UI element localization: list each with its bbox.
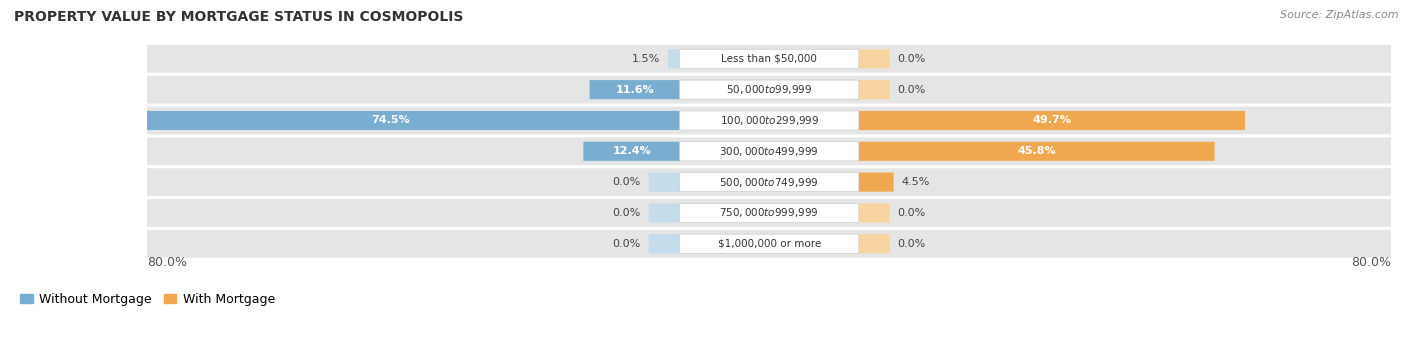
Text: 80.0%: 80.0% [148, 256, 187, 269]
Text: 0.0%: 0.0% [613, 177, 641, 187]
FancyBboxPatch shape [679, 234, 859, 253]
FancyBboxPatch shape [859, 142, 1215, 161]
FancyBboxPatch shape [859, 203, 890, 222]
FancyBboxPatch shape [679, 142, 859, 161]
Text: $1,000,000 or more: $1,000,000 or more [717, 239, 821, 249]
Text: 0.0%: 0.0% [897, 239, 925, 249]
FancyBboxPatch shape [648, 234, 681, 253]
FancyBboxPatch shape [101, 111, 681, 130]
Text: $500,000 to $749,999: $500,000 to $749,999 [720, 175, 818, 189]
Text: PROPERTY VALUE BY MORTGAGE STATUS IN COSMOPOLIS: PROPERTY VALUE BY MORTGAGE STATUS IN COS… [14, 10, 464, 24]
FancyBboxPatch shape [859, 80, 890, 99]
FancyBboxPatch shape [148, 168, 1392, 196]
FancyBboxPatch shape [589, 80, 681, 99]
Text: 4.5%: 4.5% [901, 177, 929, 187]
Text: 11.6%: 11.6% [616, 85, 654, 95]
Text: 0.0%: 0.0% [897, 54, 925, 64]
Text: 0.0%: 0.0% [613, 208, 641, 218]
FancyBboxPatch shape [148, 199, 1392, 227]
FancyBboxPatch shape [648, 203, 681, 222]
Text: 1.5%: 1.5% [633, 54, 661, 64]
Text: 12.4%: 12.4% [612, 146, 651, 156]
FancyBboxPatch shape [148, 230, 1392, 258]
FancyBboxPatch shape [679, 80, 859, 99]
FancyBboxPatch shape [148, 137, 1392, 165]
Text: Less than $50,000: Less than $50,000 [721, 54, 817, 64]
FancyBboxPatch shape [859, 173, 894, 192]
FancyBboxPatch shape [679, 203, 859, 222]
Text: $50,000 to $99,999: $50,000 to $99,999 [725, 83, 813, 96]
FancyBboxPatch shape [148, 45, 1392, 73]
Text: $100,000 to $299,999: $100,000 to $299,999 [720, 114, 818, 127]
Legend: Without Mortgage, With Mortgage: Without Mortgage, With Mortgage [15, 288, 280, 311]
Text: 0.0%: 0.0% [613, 239, 641, 249]
FancyBboxPatch shape [668, 49, 681, 68]
FancyBboxPatch shape [583, 142, 681, 161]
Text: 0.0%: 0.0% [897, 208, 925, 218]
Text: 45.8%: 45.8% [1018, 146, 1056, 156]
Text: 49.7%: 49.7% [1032, 116, 1071, 125]
Text: Source: ZipAtlas.com: Source: ZipAtlas.com [1281, 10, 1399, 20]
Text: 74.5%: 74.5% [371, 116, 409, 125]
Text: $300,000 to $499,999: $300,000 to $499,999 [720, 145, 818, 158]
FancyBboxPatch shape [859, 49, 890, 68]
FancyBboxPatch shape [679, 173, 859, 192]
Text: 80.0%: 80.0% [1351, 256, 1391, 269]
FancyBboxPatch shape [859, 234, 890, 253]
FancyBboxPatch shape [648, 173, 681, 192]
FancyBboxPatch shape [148, 107, 1392, 134]
Text: 0.0%: 0.0% [897, 85, 925, 95]
FancyBboxPatch shape [148, 76, 1392, 103]
FancyBboxPatch shape [679, 111, 859, 130]
FancyBboxPatch shape [679, 49, 859, 68]
FancyBboxPatch shape [859, 111, 1244, 130]
Text: $750,000 to $999,999: $750,000 to $999,999 [720, 206, 818, 219]
